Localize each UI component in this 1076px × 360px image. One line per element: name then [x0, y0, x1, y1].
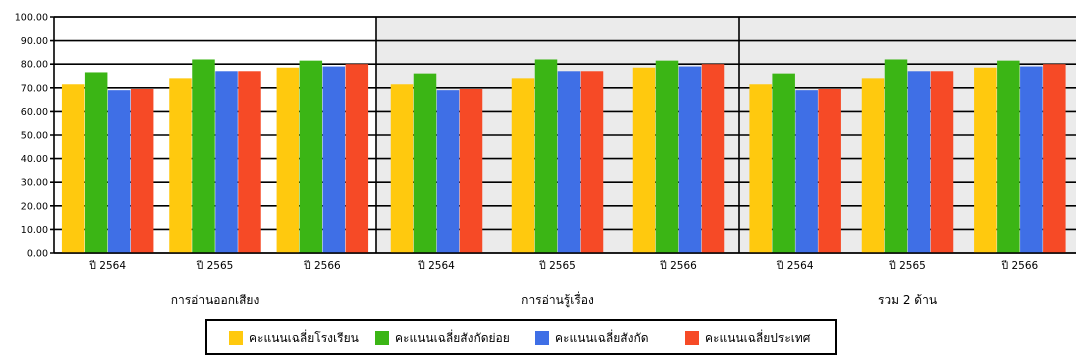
bar [84, 72, 108, 254]
bar [459, 88, 483, 253]
bar-chart: 0.00 10.00 20.00 30.00 40.00 50.00 60.00 70.00 8… [15, 13, 1076, 308]
bar [130, 88, 154, 253]
y-tick-label: 80.00 [21, 60, 48, 71]
bar [772, 73, 795, 253]
legend-label-national: คะแนนเฉลี่ยประเทศ [705, 330, 811, 345]
bar [580, 71, 604, 253]
bar [436, 90, 460, 253]
legend-label-school: คะแนนเฉลี่ยโรงเรียน [249, 330, 359, 345]
x-tick-label: ปี 2565 [196, 259, 233, 272]
bar [701, 64, 725, 253]
bar [557, 71, 581, 253]
legend-label-affiliation: คะแนนเฉลี่ยสังกัด [555, 330, 649, 345]
legend-swatch-school [229, 331, 243, 345]
legend-swatch-affiliation [535, 331, 549, 345]
bar [107, 90, 131, 253]
bar [192, 59, 215, 254]
bar [276, 67, 300, 254]
legend-label-subdistrict: คะแนนเฉลี่ยสังกัดย่อย [395, 330, 510, 345]
y-tick-label: 30.00 [21, 178, 48, 189]
group-label: รวม 2 ด้าน [878, 293, 937, 307]
y-tick-label: 90.00 [21, 36, 48, 47]
bar [215, 71, 238, 253]
x-tick-label: ปี 2566 [304, 259, 341, 272]
bar [322, 66, 346, 253]
y-tick-label: 40.00 [21, 154, 48, 165]
bar [61, 84, 85, 253]
y-tick-label: 70.00 [21, 83, 48, 94]
x-tick-label: ปี 2566 [660, 259, 697, 272]
bar [390, 84, 414, 253]
y-tick-label: 100.00 [15, 13, 48, 24]
y-tick-label: 20.00 [21, 201, 48, 212]
bar [795, 90, 818, 253]
bar [907, 71, 931, 253]
bar [169, 78, 192, 253]
group-label: การอ่านออกเสียง [171, 293, 260, 307]
y-tick-label: 10.00 [21, 225, 48, 236]
bar [1020, 66, 1043, 253]
bar [974, 67, 997, 254]
x-tick-label: ปี 2564 [89, 259, 126, 272]
bar [534, 59, 558, 254]
y-tick-label: 0.00 [27, 249, 48, 260]
bar [749, 84, 772, 253]
group-label: การอ่านรู้เรื่อง [521, 291, 594, 308]
legend-swatch-subdistrict [375, 331, 389, 345]
bar [861, 78, 885, 253]
bar [997, 60, 1020, 253]
bar [345, 64, 369, 253]
y-tick-label: 50.00 [21, 131, 48, 142]
bar [1043, 64, 1066, 253]
bar [884, 59, 908, 254]
bar [299, 60, 323, 253]
x-tick-label: ปี 2565 [539, 259, 576, 272]
bar [413, 73, 437, 253]
y-tick-label: 60.00 [21, 107, 48, 118]
bar [238, 71, 261, 253]
legend: คะแนนเฉลี่ยโรงเรียน คะแนนเฉลี่ยสังกัดย่อ… [205, 319, 837, 355]
legend-swatch-national [685, 331, 699, 345]
x-tick-label: ปี 2564 [776, 259, 813, 272]
bar [930, 71, 954, 253]
bar [655, 60, 679, 253]
bar [818, 88, 841, 253]
x-tick-label: ปี 2565 [889, 259, 926, 272]
legend-item-school: คะแนนเฉลี่ยโรงเรียน [229, 330, 359, 346]
legend-item-subdistrict: คะแนนเฉลี่ยสังกัดย่อย [375, 330, 510, 346]
bar [678, 66, 702, 253]
legend-item-affiliation: คะแนนเฉลี่ยสังกัด [535, 330, 649, 346]
bar [632, 67, 656, 254]
x-tick-label: ปี 2564 [418, 259, 455, 272]
x-tick-label: ปี 2566 [1001, 259, 1038, 272]
bar [511, 78, 535, 253]
legend-item-national: คะแนนเฉลี่ยประเทศ [685, 330, 810, 346]
